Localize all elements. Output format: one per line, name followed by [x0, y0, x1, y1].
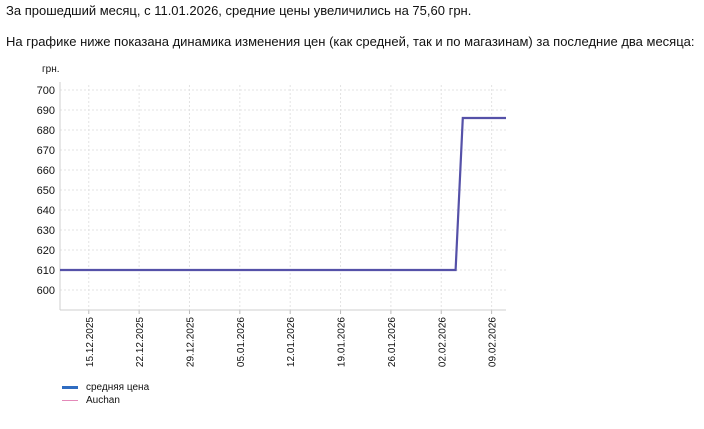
legend-label-auchan: Auchan — [86, 395, 120, 406]
summary-text: За прошедший месяц, с 11.01.2026, средни… — [6, 3, 472, 18]
y-tick-labels: 600 610 620 630 640 650 660 670 680 690 700 — [37, 85, 55, 297]
y-tick-label: 620 — [37, 245, 55, 257]
y-tick-label: 680 — [37, 125, 55, 137]
legend-swatch-average — [62, 386, 78, 389]
y-tick-label: 640 — [37, 205, 55, 217]
chart-intro-text: На графике ниже показана динамика измене… — [6, 34, 695, 49]
series-line-auchan — [60, 117, 506, 271]
y-tick-label: 610 — [37, 265, 55, 277]
chart-legend: средняя цена Auchan — [62, 381, 149, 407]
x-tick-label: 29.12.2025 — [185, 317, 196, 367]
legend-label-average: средняя цена — [86, 382, 150, 393]
x-tick-label: 19.01.2026 — [337, 317, 348, 367]
legend-item-auchan[interactable]: Auchan — [62, 394, 149, 407]
x-tick-label: 05.01.2026 — [236, 317, 247, 367]
x-tick-label: 02.02.2026 — [437, 317, 448, 367]
y-tick-label: 600 — [37, 285, 55, 297]
legend-item-average[interactable]: средняя цена — [62, 381, 149, 394]
y-tick-label: 630 — [37, 225, 55, 237]
chart-lines — [60, 116, 506, 272]
x-tick-label: 22.12.2025 — [135, 317, 146, 367]
chart-axes — [59, 82, 506, 314]
chart-grid — [60, 85, 506, 310]
y-tick-label: 670 — [37, 145, 55, 157]
legend-swatch-auchan — [62, 400, 78, 401]
y-tick-label: 690 — [37, 105, 55, 117]
y-tick-label: 660 — [37, 165, 55, 177]
y-axis-label: грн. — [42, 64, 60, 75]
series-line-average — [60, 116, 506, 272]
x-tick-label: 15.12.2025 — [85, 317, 96, 367]
y-tick-label: 650 — [37, 185, 55, 197]
y-tick-label: 700 — [37, 85, 55, 97]
x-tick-label: 12.01.2026 — [286, 317, 297, 367]
x-tick-label: 26.01.2026 — [387, 317, 398, 367]
x-tick-label: 09.02.2026 — [488, 317, 499, 367]
x-tick-labels: 15.12.2025 22.12.2025 29.12.2025 05.01.2026… — [85, 317, 499, 367]
